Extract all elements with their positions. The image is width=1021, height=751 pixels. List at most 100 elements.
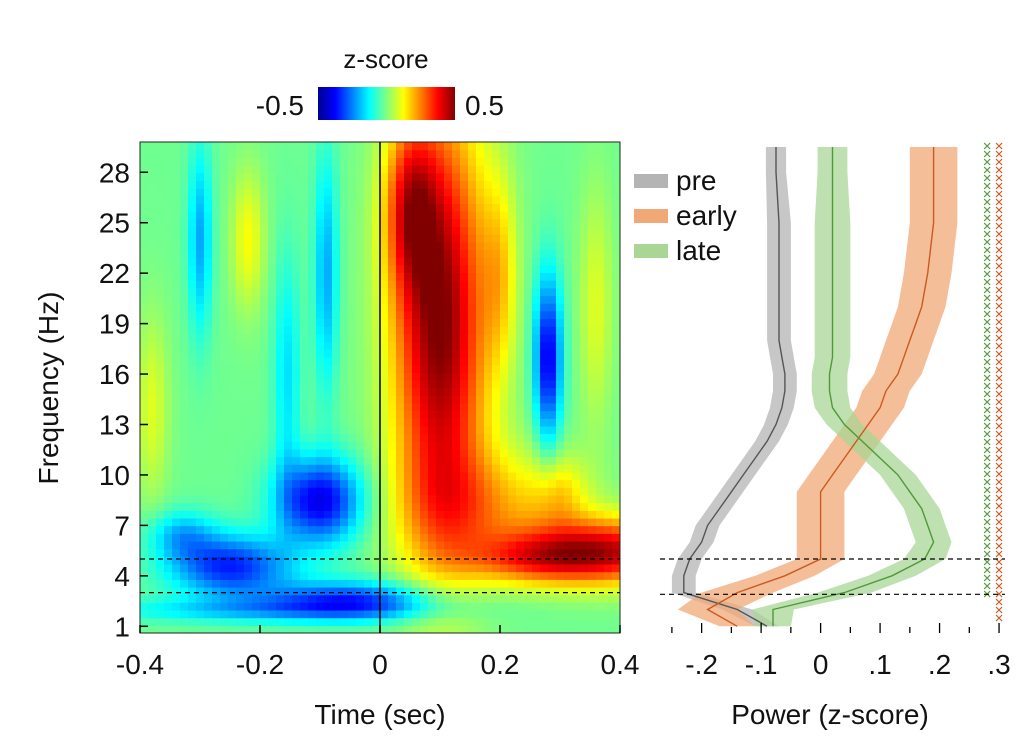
heatmap-cell	[388, 556, 397, 565]
heatmap-cell	[468, 149, 477, 158]
heatmap-cell	[372, 165, 381, 174]
heatmap-cell	[444, 249, 453, 258]
heatmap-cell	[380, 579, 389, 588]
heatmap-cell	[164, 211, 173, 220]
heatmap-cell	[588, 341, 597, 350]
heatmap-cell	[308, 310, 317, 320]
heatmap-cell	[140, 448, 149, 458]
heatmap-cell	[396, 172, 405, 181]
heatmap-cell	[572, 525, 581, 534]
heatmap-cell	[556, 502, 565, 511]
significance-marker-early	[995, 614, 1003, 622]
heatmap-cell	[212, 257, 221, 266]
heatmap-cell	[388, 372, 397, 381]
heatmap-cell	[484, 218, 493, 227]
heatmap-cell	[348, 556, 357, 565]
heatmap-cell	[564, 326, 573, 335]
heatmap-cell	[580, 609, 589, 619]
heatmap-cell	[468, 510, 477, 519]
heatmap-cell	[428, 602, 437, 611]
significance-marker-early	[995, 238, 1003, 246]
heatmap-cell	[420, 494, 429, 504]
heatmap-cell	[436, 410, 445, 419]
heatmap-cell	[396, 456, 405, 465]
heatmap-cell	[316, 218, 325, 227]
heatmap-cell	[148, 471, 157, 481]
heatmap-cell	[372, 157, 381, 166]
heatmap-cell	[580, 579, 589, 588]
heatmap-cell	[260, 563, 269, 573]
heatmap-cell	[396, 410, 405, 419]
heatmap-cell	[228, 563, 237, 573]
heatmap-cell	[172, 448, 181, 458]
y-tick-label: 19	[99, 309, 130, 340]
heatmap-cell	[300, 448, 309, 458]
heatmap-cell	[300, 517, 309, 527]
heatmap-cell	[332, 349, 341, 358]
heatmap-cell	[156, 341, 165, 350]
heatmap-cell	[244, 479, 253, 488]
heatmap-cell	[596, 364, 605, 373]
heatmap-cell	[476, 617, 485, 626]
heatmap-cell	[452, 448, 461, 458]
heatmap-cell	[196, 249, 205, 258]
heatmap-cell	[444, 548, 453, 557]
heatmap-cell	[588, 586, 597, 596]
heatmap-cell	[244, 448, 253, 458]
heatmap-cell	[412, 533, 421, 542]
heatmap-cell	[604, 510, 613, 519]
heatmap-cell	[276, 364, 285, 373]
heatmap-cell	[516, 149, 525, 158]
heatmap-cell	[140, 594, 149, 603]
heatmap-cell	[140, 533, 149, 542]
heatmap-cell	[548, 563, 557, 573]
heatmap-cell	[524, 441, 533, 450]
heatmap-cell	[212, 625, 221, 633]
heatmap-cell	[532, 326, 541, 335]
heatmap-cell	[580, 540, 589, 550]
heatmap-cell	[508, 379, 517, 389]
heatmap-cell	[468, 579, 477, 588]
heatmap-cell	[460, 617, 469, 626]
heatmap-cell	[188, 510, 197, 519]
heatmap-cell	[388, 226, 397, 235]
heatmap-cell	[452, 318, 461, 327]
heatmap-cell	[236, 625, 245, 633]
heatmap-cell	[460, 249, 469, 258]
heatmap-cell	[268, 602, 277, 611]
heatmap-cell	[540, 387, 549, 396]
heatmap-cell	[548, 402, 557, 412]
heatmap-cell	[436, 310, 445, 320]
heatmap-cell	[604, 517, 613, 527]
heatmap-cell	[348, 326, 357, 335]
heatmap-cell	[548, 195, 557, 204]
heatmap-cell	[452, 272, 461, 281]
heatmap-cell	[332, 372, 341, 381]
heatmap-cell	[300, 272, 309, 281]
heatmap-cell	[212, 479, 221, 488]
heatmap-cell	[556, 418, 565, 427]
heatmap-cell	[156, 364, 165, 373]
heatmap-cell	[196, 418, 205, 427]
heatmap-cell	[364, 525, 373, 534]
heatmap-cell	[596, 425, 605, 435]
heatmap-cell	[388, 456, 397, 465]
heatmap-cell	[148, 563, 157, 573]
heatmap-cell	[300, 464, 309, 473]
heatmap-cell	[172, 379, 181, 389]
heatmap-cell	[196, 188, 205, 197]
heatmap-cell	[388, 540, 397, 550]
heatmap-cell	[276, 218, 285, 227]
heatmap-cell	[324, 471, 333, 481]
heatmap-cell	[172, 241, 181, 250]
heatmap-cell	[364, 211, 373, 220]
heatmap-cell	[476, 310, 485, 320]
significance-marker-late	[983, 494, 991, 502]
heatmap-cell	[444, 333, 453, 343]
heatmap-cell	[500, 594, 509, 603]
heatmap-cell	[404, 303, 413, 312]
heatmap-cell	[332, 533, 341, 542]
heatmap-cell	[284, 257, 293, 266]
heatmap-cell	[500, 387, 509, 396]
heatmap-cell	[196, 356, 205, 366]
